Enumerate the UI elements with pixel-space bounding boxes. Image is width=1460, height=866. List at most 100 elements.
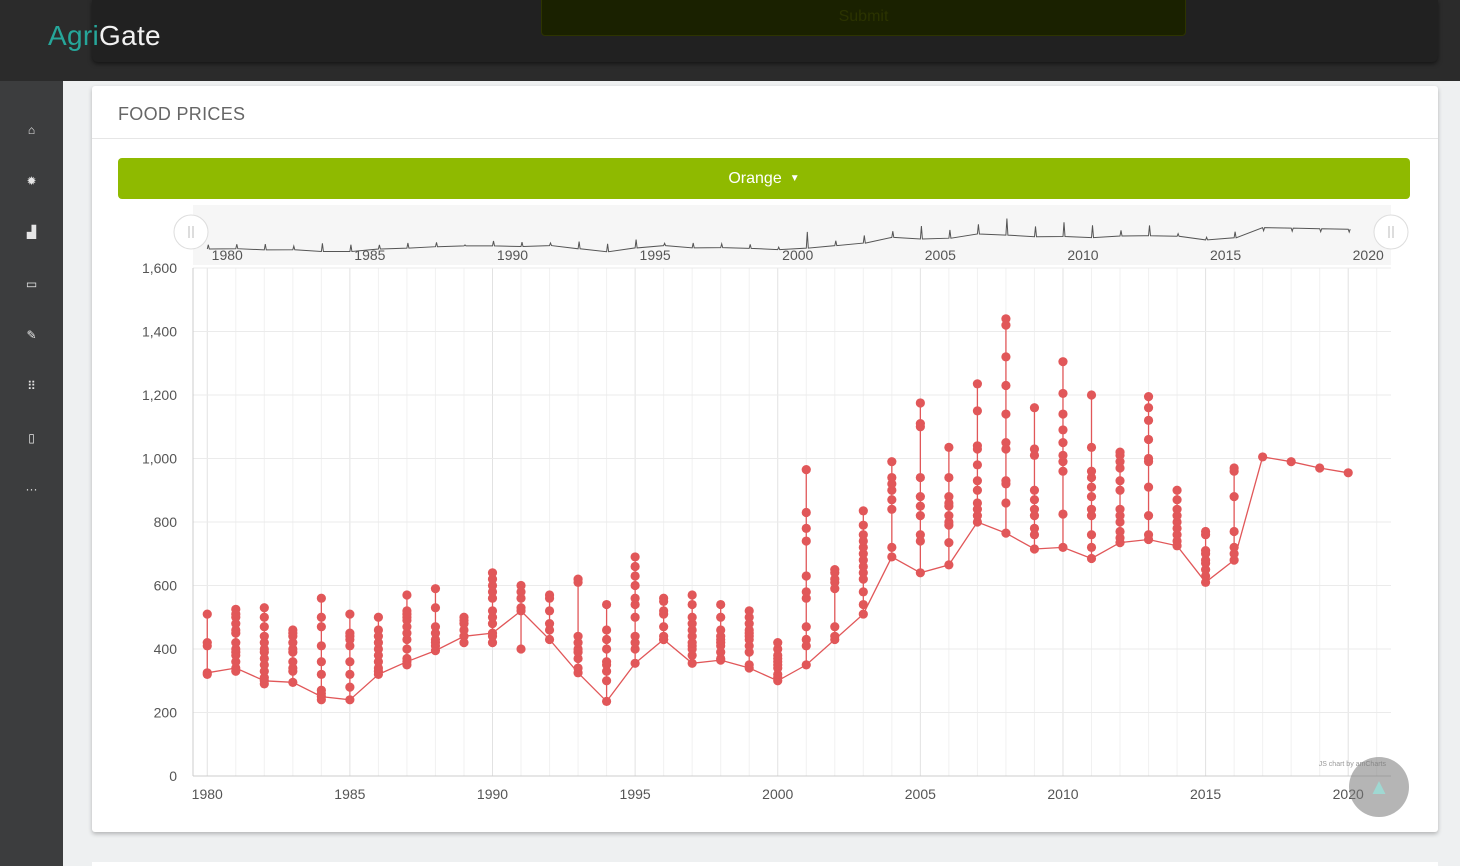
data-point <box>1115 457 1125 467</box>
data-point <box>259 612 269 622</box>
data-point <box>430 584 441 594</box>
data-point <box>1343 468 1353 478</box>
data-point <box>345 657 355 667</box>
data-point <box>1029 444 1040 454</box>
scrollbar-tick-label: 1990 <box>497 247 528 263</box>
data-point <box>1115 447 1125 457</box>
data-point <box>801 634 811 645</box>
scrollbar-tick-label: 2020 <box>1353 247 1384 263</box>
data-point <box>430 622 441 632</box>
gear-icon: ✹ <box>26 173 37 188</box>
x-tick-label: 1990 <box>477 786 508 802</box>
data-point <box>1115 504 1125 514</box>
sidebar-item-settings[interactable]: ✹ <box>0 155 63 206</box>
sidebar-item-monitor[interactable]: ▭ <box>0 258 63 309</box>
data-point <box>544 619 555 629</box>
data-point <box>801 536 811 546</box>
data-point <box>630 638 640 648</box>
scrollbar-tick-label: 2000 <box>782 247 813 263</box>
sidebar-item-charts[interactable]: ▟ <box>0 206 63 257</box>
data-point <box>915 398 925 408</box>
data-point <box>887 495 897 505</box>
scrollbar-left-handle[interactable] <box>173 214 209 250</box>
submit-button[interactable]: Submit <box>541 0 1186 36</box>
data-point <box>1029 485 1040 495</box>
chart-scrollbar[interactable]: 1980 1985 1990 1995 2000 2005 2010 2015 2020 <box>173 205 1409 265</box>
data-point <box>573 644 583 654</box>
sidebar-item-grid[interactable]: ⠿ <box>0 360 63 411</box>
sidebar-item-file[interactable]: ▯ <box>0 412 63 463</box>
data-point <box>231 638 241 648</box>
chart-series-points <box>202 314 1353 706</box>
data-point <box>630 658 640 668</box>
data-point <box>573 631 583 641</box>
data-point <box>801 593 811 603</box>
data-point <box>630 571 640 581</box>
data-point <box>601 657 612 667</box>
y-tick-label: 1,400 <box>142 324 177 340</box>
data-point <box>687 658 697 668</box>
data-point <box>373 625 384 635</box>
data-point <box>744 647 754 657</box>
data-point <box>687 619 697 629</box>
data-point <box>858 520 868 530</box>
data-point <box>1058 466 1068 476</box>
data-point <box>1058 425 1068 435</box>
data-point <box>1058 357 1068 367</box>
data-point <box>972 511 983 521</box>
data-point <box>1001 409 1011 419</box>
data-point <box>687 625 697 635</box>
data-point <box>1001 498 1011 508</box>
data-point <box>459 612 469 622</box>
data-point <box>345 695 355 705</box>
data-point <box>544 590 555 600</box>
x-tick-label: 2015 <box>1190 786 1221 802</box>
scrollbar-tick-label: 1980 <box>212 247 243 263</box>
data-point <box>858 609 868 619</box>
data-point <box>202 609 212 619</box>
data-point <box>601 666 612 676</box>
data-point <box>1172 530 1182 540</box>
x-tick-label: 2010 <box>1047 786 1078 802</box>
data-point <box>630 561 640 572</box>
data-point <box>316 695 326 705</box>
edit-icon: ✎ <box>26 327 37 342</box>
data-point <box>716 631 726 641</box>
data-point <box>687 638 697 648</box>
data-point <box>972 504 983 514</box>
data-point <box>801 465 811 475</box>
data-point <box>716 612 726 622</box>
data-point <box>316 669 326 680</box>
data-point <box>744 606 754 616</box>
data-point <box>459 625 469 635</box>
data-point <box>487 587 498 597</box>
data-point <box>259 666 269 676</box>
data-point <box>1001 476 1011 486</box>
data-point <box>1086 482 1097 492</box>
data-point <box>487 631 498 641</box>
data-point <box>887 485 897 495</box>
app-logo[interactable]: AgriGate <box>48 20 161 52</box>
x-tick-label: 1995 <box>620 786 651 802</box>
sidebar-item-home[interactable]: ⌂ <box>0 104 63 155</box>
data-point <box>402 660 412 670</box>
data-point <box>288 638 298 648</box>
data-point <box>402 622 412 632</box>
sidebar-item-edit[interactable]: ✎ <box>0 309 63 360</box>
data-point <box>1058 388 1068 399</box>
data-point <box>1001 438 1011 448</box>
chart-credit[interactable]: JS chart by amCharts <box>1319 761 1387 768</box>
data-point <box>1029 523 1040 533</box>
data-point <box>316 622 326 632</box>
data-point <box>944 511 954 521</box>
scroll-to-top-button[interactable]: ▲ <box>1349 757 1409 817</box>
data-point <box>1058 542 1068 553</box>
data-point <box>601 634 612 645</box>
commodity-dropdown[interactable]: Orange ▼ <box>118 158 1410 199</box>
data-point <box>259 660 269 670</box>
top-navbar: Submit AgriGate <box>0 0 1460 81</box>
data-point <box>516 580 526 591</box>
scrollbar-right-handle[interactable] <box>1373 214 1409 250</box>
sidebar-item-more[interactable]: ··· <box>0 463 63 514</box>
data-point <box>402 606 412 616</box>
